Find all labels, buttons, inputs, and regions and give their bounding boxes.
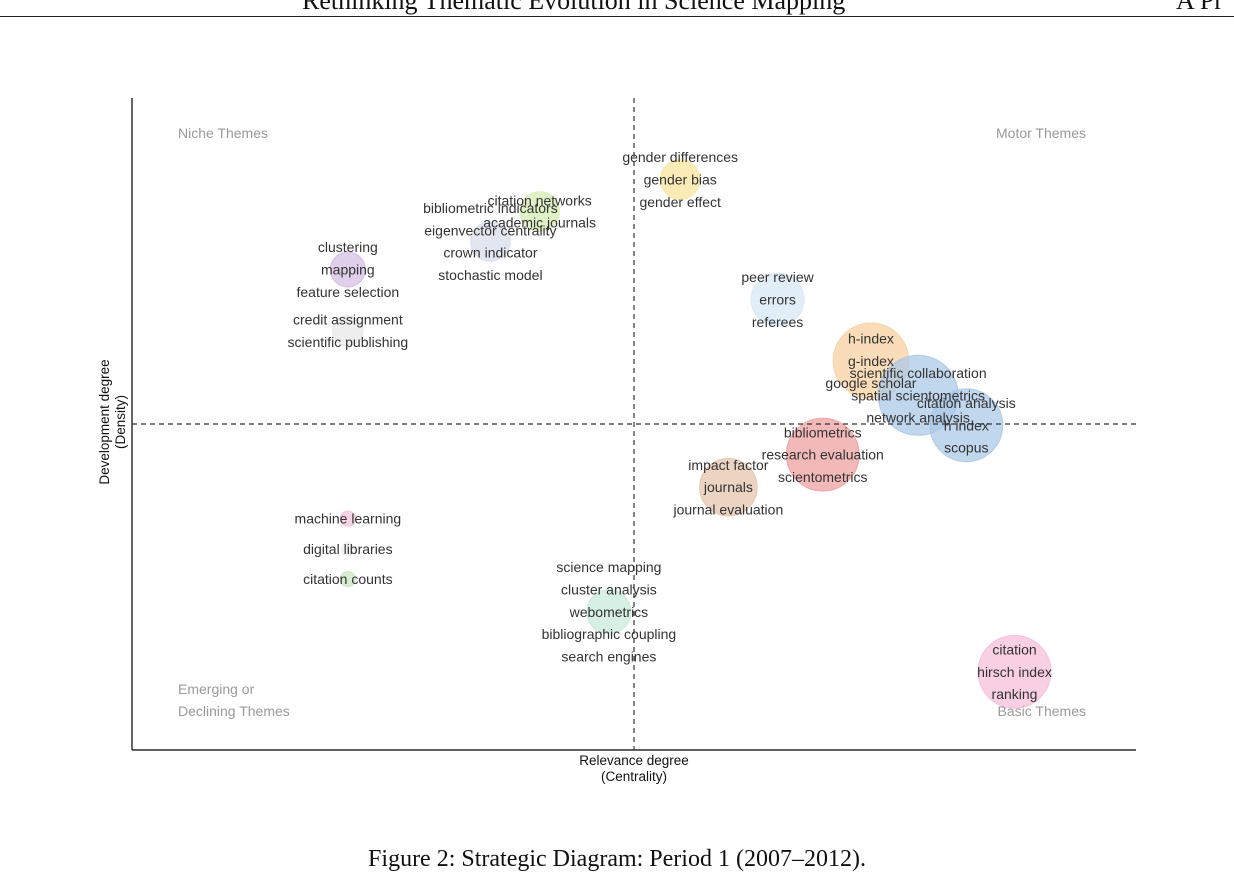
labels-layer: gender differences gender bias gender effe… bbox=[288, 149, 1052, 702]
quadrant-label-top-right: Motor Themes bbox=[996, 125, 1086, 141]
running-header-right: A Pr bbox=[1176, 0, 1223, 15]
cluster-bubble-14 bbox=[586, 589, 632, 635]
cluster-bubble-9 bbox=[785, 417, 860, 492]
quadrant-label-bottom-right: Basic Themes bbox=[998, 703, 1086, 719]
cluster-keyword-label: citation analysis bbox=[917, 395, 1016, 411]
cluster-keyword-label: academic journals bbox=[483, 215, 596, 231]
cluster-keyword-label: gender differences bbox=[622, 149, 738, 165]
cluster-keyword-label: referees bbox=[752, 314, 803, 330]
cluster-bubble-8 bbox=[929, 388, 1004, 463]
cluster-keyword-label: clustering bbox=[318, 239, 378, 255]
running-header-title: Rethinking Thematic Evolution in Science… bbox=[302, 0, 846, 15]
header-rule bbox=[0, 16, 1234, 17]
cluster-keyword-label: spatial scientometrics bbox=[851, 387, 985, 403]
cluster-keyword-label: hirsch index bbox=[977, 664, 1052, 680]
cluster-keyword-label: ranking bbox=[992, 686, 1038, 702]
cluster-bubble-0 bbox=[659, 159, 701, 200]
cluster-bubble-3 bbox=[329, 251, 366, 288]
bubbles-layer bbox=[329, 159, 1052, 709]
quadrant-label-top-left: Niche Themes bbox=[178, 125, 268, 141]
cluster-bubble-11 bbox=[339, 510, 356, 527]
cluster-keyword-label: gender bias bbox=[644, 172, 717, 188]
cluster-keyword-label: eigenvector centrality bbox=[424, 222, 556, 238]
running-header: Rethinking Thematic Evolution in Science… bbox=[0, 0, 1234, 16]
cluster-keyword-label: credit assignment bbox=[293, 312, 403, 328]
cluster-keyword-label: cluster analysis bbox=[561, 581, 657, 597]
figure-caption: Figure 2: Strategic Diagram: Period 1 (2… bbox=[368, 846, 866, 872]
axes-layer bbox=[131, 98, 1136, 751]
cluster-bubble-1 bbox=[519, 191, 560, 232]
cluster-bubble-10 bbox=[699, 457, 758, 517]
cluster-keyword-label: citation networks bbox=[487, 192, 591, 208]
cluster-keyword-label: feature selection bbox=[296, 284, 399, 300]
cluster-keyword-label: google scholar bbox=[825, 375, 916, 391]
y-axis-title: Development degree(Density) bbox=[97, 359, 128, 484]
cluster-keyword-label: journals bbox=[703, 479, 753, 495]
cluster-keyword-label: peer review bbox=[741, 269, 814, 285]
cluster-bubble-4 bbox=[332, 315, 364, 347]
cluster-keyword-label: network analysis bbox=[866, 410, 970, 426]
cluster-bubble-15 bbox=[977, 634, 1052, 709]
cluster-bubble-5 bbox=[750, 272, 805, 327]
cluster-keyword-label: bibliometrics bbox=[784, 424, 862, 440]
cluster-keyword-label: science mapping bbox=[556, 559, 661, 575]
cluster-keyword-label: stochastic model bbox=[438, 267, 542, 283]
cluster-keyword-label: mapping bbox=[321, 261, 375, 277]
x-axis-title: Relevance degree (Centrality) bbox=[579, 753, 689, 784]
cluster-keyword-label: h index bbox=[944, 417, 989, 433]
cluster-keyword-label: citation counts bbox=[303, 571, 393, 587]
cluster-keyword-label: errors bbox=[759, 291, 796, 307]
cluster-keyword-label: impact factor bbox=[688, 457, 768, 473]
cluster-keyword-label: journal evaluation bbox=[673, 502, 784, 518]
cluster-keyword-label: bibliographic coupling bbox=[542, 626, 677, 642]
cluster-keyword-label: gender effect bbox=[639, 194, 721, 210]
cluster-keyword-label: h-index bbox=[848, 330, 894, 346]
cluster-keyword-label: citation bbox=[992, 641, 1036, 657]
axis-titles: Relevance degree (Centrality) Development … bbox=[97, 359, 689, 784]
cluster-keyword-label: digital libraries bbox=[303, 541, 392, 557]
cluster-keyword-label: bibliometric indicators bbox=[423, 200, 558, 216]
cluster-bubble-2 bbox=[470, 221, 511, 262]
cluster-keyword-label: search engines bbox=[561, 648, 656, 664]
cluster-keyword-label: webometrics bbox=[569, 604, 649, 620]
quadrant-label-bottom-left: Emerging or Declining Themes bbox=[178, 681, 290, 719]
cluster-bubble-12 bbox=[340, 541, 356, 557]
cluster-keyword-label: scientometrics bbox=[778, 469, 867, 485]
cluster-keyword-label: scientific collaboration bbox=[850, 365, 987, 381]
cluster-bubble-13 bbox=[339, 571, 356, 588]
cluster-keyword-label: crown indicator bbox=[443, 245, 537, 261]
quadrant-labels: Niche Themes Motor Themes Emerging or Decli… bbox=[178, 125, 1086, 719]
cluster-keyword-label: research evaluation bbox=[762, 447, 884, 463]
cluster-keyword-label: machine learning bbox=[295, 511, 402, 527]
cluster-keyword-label: scopus bbox=[944, 440, 988, 456]
cluster-keyword-label: g-index bbox=[848, 353, 894, 369]
cluster-keyword-label: scientific publishing bbox=[288, 334, 409, 350]
